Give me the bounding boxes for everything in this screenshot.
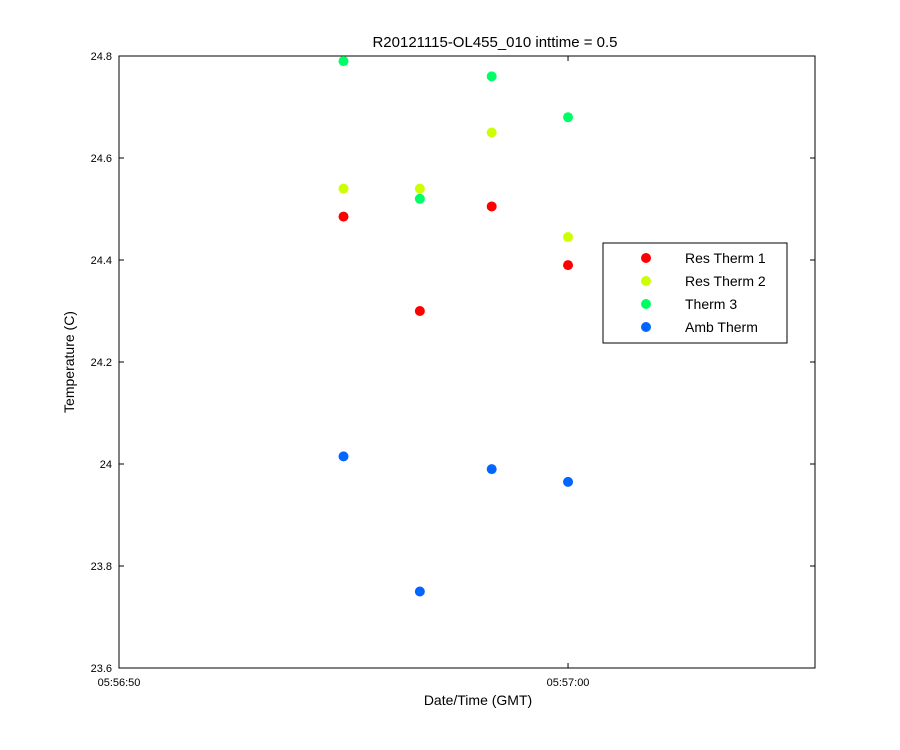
chart-title: R20121115-OL455_010 inttime = 0.5 [372, 34, 617, 51]
plot-area [118, 55, 816, 669]
legend-marker [641, 276, 651, 286]
legend-box [602, 242, 788, 344]
y-tick-label: 24.4 [91, 255, 112, 267]
legend-marker [641, 322, 651, 332]
y-tick-label: 24.8 [91, 51, 112, 63]
legend-marker [641, 253, 651, 263]
point-series-4 [563, 476, 574, 487]
data-points [338, 56, 574, 597]
y-axis-label: Temperature (C) [61, 311, 77, 413]
point-series-2 [563, 232, 574, 243]
point-series-4 [414, 586, 425, 597]
legend-label: Res Therm 2 [685, 273, 766, 289]
point-series-2 [338, 183, 349, 194]
x-axis: 05:56:50 05:57:00 [98, 56, 590, 689]
point-series-1 [414, 306, 425, 316]
point-series-3 [486, 71, 497, 82]
y-axis: 23.6 23.8 24 24.2 24.4 24.6 24.8 [91, 51, 815, 675]
point-series-1 [338, 211, 349, 222]
x-axis-label: Date/Time (GMT) [424, 692, 532, 708]
y-tick-label: 23.8 [91, 561, 112, 573]
point-series-2 [486, 127, 497, 138]
y-tick-label: 23.6 [91, 663, 112, 675]
legend-label: Therm 3 [685, 296, 737, 312]
legend: Res Therm 1 Res Therm 2 Therm 3 Amb Therm [602, 242, 788, 344]
point-series-1 [486, 201, 497, 212]
legend-label: Res Therm 1 [685, 250, 766, 266]
point-series-1 [563, 260, 574, 271]
point-series-3 [563, 112, 574, 123]
y-tick-label: 24.6 [91, 153, 112, 165]
point-series-4 [338, 451, 349, 462]
legend-label: Amb Therm [685, 319, 758, 335]
y-tick-label: 24 [100, 459, 112, 471]
x-tick-label: 05:57:00 [547, 677, 590, 689]
legend-marker [641, 299, 651, 309]
point-series-4 [486, 464, 497, 475]
point-series-2 [414, 183, 425, 194]
y-tick-label: 24.2 [91, 357, 112, 369]
x-tick-label: 05:56:50 [98, 677, 141, 689]
point-series-3 [338, 56, 349, 67]
point-series-3 [414, 193, 425, 204]
